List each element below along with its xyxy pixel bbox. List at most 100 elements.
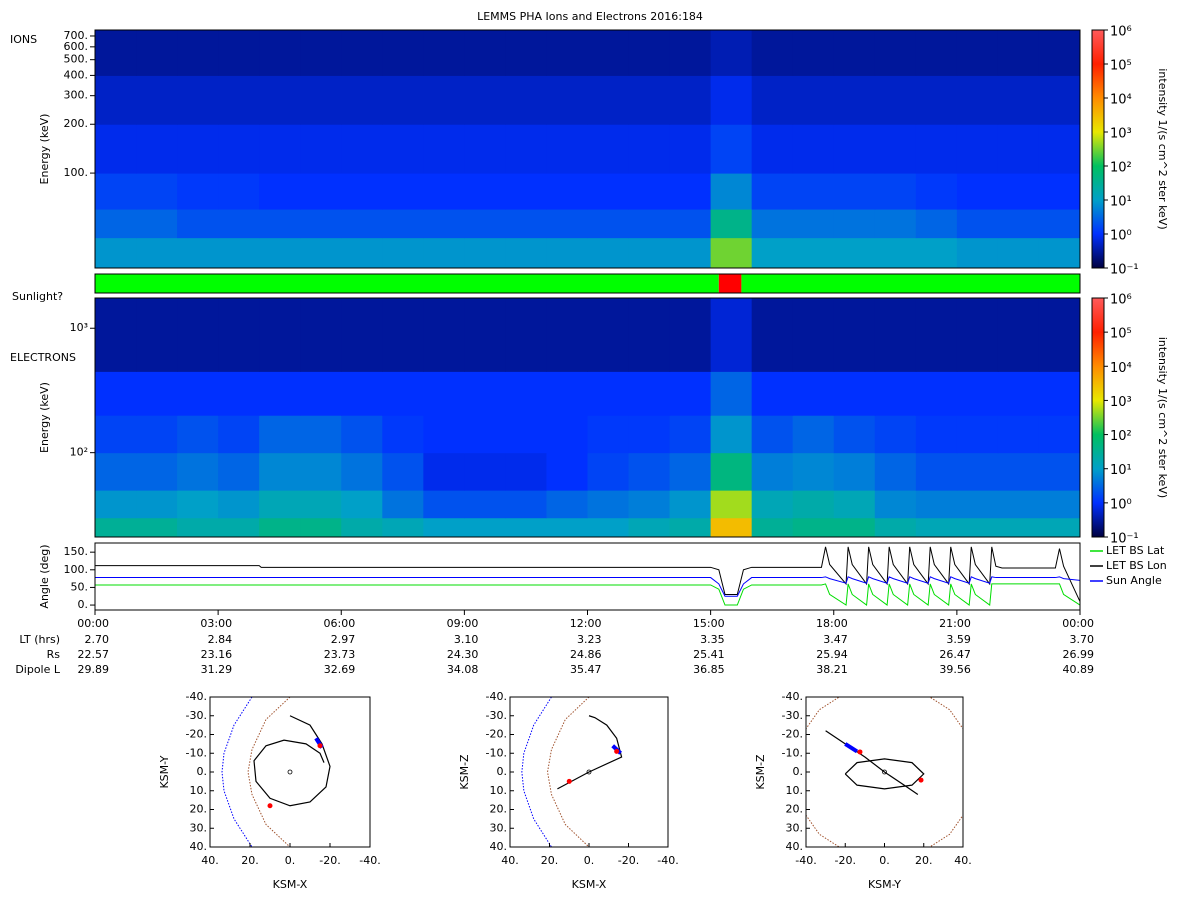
legend-label: LET BS Lon bbox=[1106, 559, 1167, 572]
heatmap-cell bbox=[915, 30, 958, 76]
heatmap-cell bbox=[464, 75, 506, 125]
y-tick-label: 30. bbox=[786, 821, 804, 834]
heatmap-cell bbox=[382, 209, 424, 239]
heatmap-cell bbox=[587, 237, 630, 269]
heatmap-cell bbox=[792, 517, 835, 538]
y-tick-label: -20. bbox=[486, 728, 507, 741]
heatmap-cell bbox=[464, 173, 506, 210]
trajectory bbox=[253, 715, 331, 807]
y-tick-label: 700. bbox=[64, 29, 89, 42]
heatmap-cell bbox=[669, 452, 712, 491]
y-tick-label: 0. bbox=[497, 765, 508, 778]
heatmap-cell bbox=[628, 415, 671, 454]
ephemeris-label: LT (hrs) bbox=[19, 633, 60, 646]
y-tick-label: 500. bbox=[64, 53, 89, 66]
y-tick-label: -40. bbox=[782, 690, 803, 703]
heatmap-cell bbox=[546, 517, 588, 538]
heatmap-cell bbox=[751, 173, 794, 210]
heatmap-cell bbox=[341, 124, 383, 174]
x-tick-label: 12:00 bbox=[570, 617, 602, 630]
heatmap-cell bbox=[710, 237, 753, 269]
heatmap-cell bbox=[587, 75, 630, 125]
heatmap-cell bbox=[464, 298, 506, 372]
heatmap-cell bbox=[464, 490, 506, 519]
heatmap-cell bbox=[218, 30, 260, 76]
heatmap-cell bbox=[628, 75, 671, 125]
heatmap-cell bbox=[382, 298, 424, 372]
heatmap-cell bbox=[136, 415, 178, 454]
heatmap-cell bbox=[136, 209, 178, 239]
trajectory-highlight bbox=[844, 742, 859, 754]
heatmap-cell bbox=[505, 415, 547, 454]
heatmap-cell bbox=[505, 124, 547, 174]
x-tick-label: 0. bbox=[879, 854, 890, 867]
heatmap-cell bbox=[341, 75, 383, 125]
ephemeris-value: 25.94 bbox=[816, 648, 848, 661]
heatmap-cell bbox=[136, 490, 178, 519]
heatmap-cell bbox=[956, 452, 999, 491]
heatmap-cell bbox=[710, 517, 753, 538]
heatmap-cell bbox=[956, 490, 999, 519]
ephemeris-value: 38.21 bbox=[816, 663, 848, 676]
heatmap-cell bbox=[177, 298, 219, 372]
panel-label: IONS bbox=[10, 33, 37, 46]
series-line bbox=[95, 546, 1081, 602]
y-tick-label: 50. bbox=[71, 580, 89, 593]
heatmap-cell bbox=[95, 490, 137, 519]
heatmap-cell bbox=[95, 452, 137, 491]
heatmap-cell bbox=[710, 30, 753, 76]
heatmap-cell bbox=[1038, 124, 1081, 174]
heatmap-cell bbox=[505, 209, 547, 239]
heatmap-cell bbox=[628, 452, 671, 491]
legend-label: Sun Angle bbox=[1106, 574, 1162, 587]
heatmap-cell bbox=[997, 371, 1040, 416]
heatmap-cell bbox=[1038, 517, 1081, 538]
x-tick-label: 09:00 bbox=[447, 617, 479, 630]
heatmap-cell bbox=[833, 124, 876, 174]
heatmap-cell bbox=[259, 415, 301, 454]
heatmap-cell bbox=[546, 490, 588, 519]
heatmap-cell bbox=[628, 371, 671, 416]
heatmap-cell bbox=[751, 30, 794, 76]
heatmap-cell bbox=[628, 490, 671, 519]
ephemeris-value: 26.47 bbox=[939, 648, 971, 661]
orbit-marker bbox=[267, 803, 273, 809]
heatmap-cell bbox=[1038, 371, 1081, 416]
heatmap-cell bbox=[956, 517, 999, 538]
y-tick-label: 20. bbox=[490, 803, 508, 816]
heatmap-cell bbox=[997, 415, 1040, 454]
heatmap-cell bbox=[177, 209, 219, 239]
heatmap-cell bbox=[136, 371, 178, 416]
ephemeris-value: 22.57 bbox=[78, 648, 110, 661]
x-axis-title: KSM-X bbox=[273, 878, 308, 891]
colorbar-tick-label: 10¹ bbox=[1110, 195, 1132, 210]
y-tick-label: 0. bbox=[793, 765, 804, 778]
y-tick-label: -40. bbox=[186, 690, 207, 703]
y-tick-label: 150. bbox=[64, 545, 89, 558]
heatmap-cell bbox=[874, 124, 917, 174]
plot-frame bbox=[209, 696, 371, 848]
heatmap-cell bbox=[423, 415, 465, 454]
colorbar-title: intensity 1/(s cm^2 ster keV) bbox=[1156, 337, 1169, 498]
panel-label: ELECTRONS bbox=[10, 351, 76, 364]
y-axis-title: KSM-Z bbox=[754, 754, 767, 790]
y-tick-label: -30. bbox=[486, 709, 507, 722]
y-tick-label: 10. bbox=[786, 784, 804, 797]
heatmap-cell bbox=[95, 75, 137, 125]
heatmap-cell bbox=[833, 173, 876, 210]
heatmap-cell bbox=[997, 452, 1040, 491]
y-tick-label: 300. bbox=[64, 89, 89, 102]
heatmap-cell bbox=[874, 173, 917, 210]
heatmap-cell bbox=[341, 298, 383, 372]
colorbar-tick-label: 10² bbox=[1110, 429, 1132, 444]
heatmap-cell bbox=[751, 75, 794, 125]
ephemeris-value: 3.70 bbox=[1070, 633, 1095, 646]
x-tick-label: 0. bbox=[584, 854, 595, 867]
heatmap-cell bbox=[833, 452, 876, 491]
heatmap-cell bbox=[628, 173, 671, 210]
heatmap-cell bbox=[997, 30, 1040, 76]
heatmap-cell bbox=[587, 30, 630, 76]
orbit-marker bbox=[918, 777, 924, 783]
y-tick-label: 10. bbox=[190, 784, 208, 797]
heatmap-cell bbox=[423, 298, 465, 372]
